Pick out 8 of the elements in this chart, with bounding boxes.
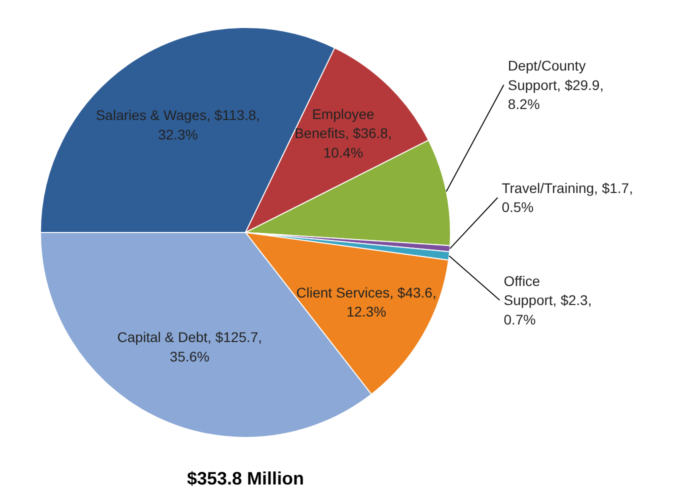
slice-label: Travel/Training, $1.7, 0.5% xyxy=(502,180,633,216)
slice-label: Capital & Debt, $125.7, 35.6% xyxy=(117,329,262,364)
slice-label: Salaries & Wages, $113.8, 32.3% xyxy=(96,107,260,142)
text: $353.8 Million xyxy=(186,468,304,488)
slice-label: Office Support, $2.3, 0.7% xyxy=(504,272,592,328)
slice-label: Employee Benefits, $36.8, 10.4% xyxy=(294,106,392,160)
slice-label: Client Services, $43.6, 12.3% xyxy=(296,284,436,320)
slice-label: Dept/County Support, $29.9, 8.2% xyxy=(508,58,604,112)
